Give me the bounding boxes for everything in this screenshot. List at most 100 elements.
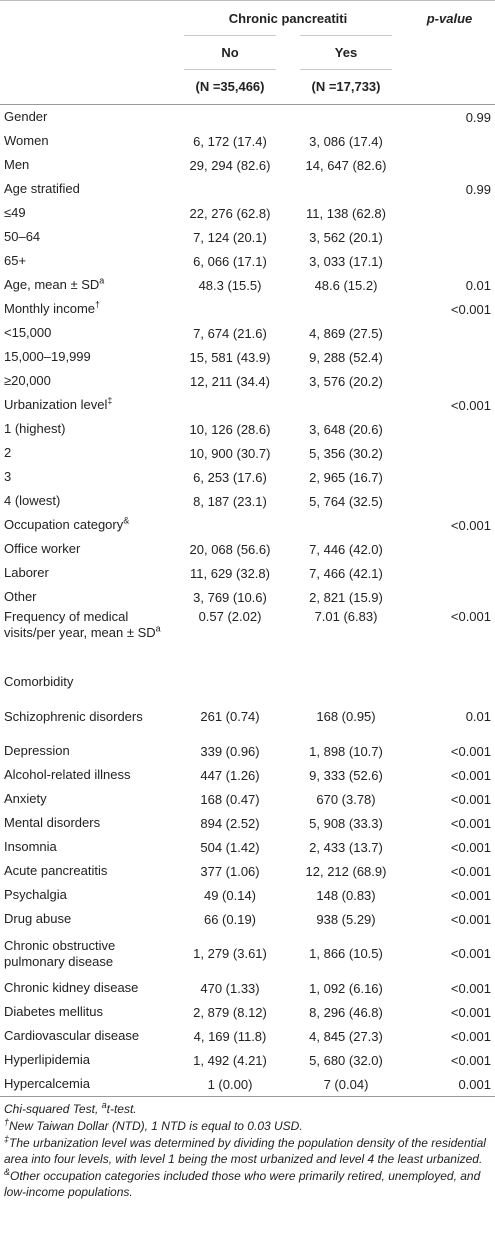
row-label-text: Hypercalcemia: [4, 1076, 90, 1091]
table-row: Laborer 11, 629 (32.8) 7, 466 (42.1): [0, 561, 495, 585]
row-label-text: Laborer: [4, 565, 49, 580]
row-label-text: 50–64: [4, 229, 41, 244]
row-label: 15,000–19,999: [0, 345, 172, 369]
p-value: <0.001: [450, 397, 491, 413]
p-value: <0.001: [450, 743, 491, 759]
no-value: 339 (0.96): [200, 743, 260, 759]
row-label: Gender: [0, 105, 172, 130]
yes-value: 9, 333 (52.6): [309, 767, 383, 783]
no-value: 15, 581 (43.9): [189, 349, 271, 365]
table-row: Acute pancreatitis 377 (1.06) 12, 212 (68.…: [0, 859, 495, 883]
table-row: Hypercalcemia 1 (0.00) 7 (0.04) 0.001: [0, 1072, 495, 1097]
row-label-text: Depression: [4, 743, 70, 758]
footnotes: Chi-squared Test, at-test. †New Taiwan D…: [0, 1097, 495, 1200]
row-label: Alcohol-related illness: [0, 763, 172, 787]
yes-value: 3, 648 (20.6): [309, 421, 383, 437]
p-value: 0.99: [465, 109, 491, 125]
row-label-text: ≥20,000: [4, 373, 51, 388]
row-label-text: Gender: [4, 109, 48, 124]
table-row: Comorbidity: [0, 670, 495, 694]
row-label: Anxiety: [0, 787, 172, 811]
table-row: Alcohol-related illness 447 (1.26) 9, 333 …: [0, 763, 495, 787]
no-value: 377 (1.06): [200, 863, 260, 879]
table-row: Chronic obstructive pulmonary disease 1, …: [0, 931, 495, 976]
yes-value: 5, 680 (32.0): [309, 1052, 383, 1068]
row-label-text: Cardiovascular disease: [4, 1028, 140, 1043]
p-value: [404, 369, 495, 393]
table-row: Anxiety 168 (0.47) 670 (3.78) <0.001: [0, 787, 495, 811]
table-row: Occupation category& <0.001: [0, 513, 495, 537]
yes-value: 168 (0.95): [316, 709, 376, 724]
row-label: 1 (highest): [0, 417, 172, 441]
no-value: 504 (1.42): [200, 839, 260, 855]
row-label: Acute pancreatitis: [0, 859, 172, 883]
row-label-text: Insomnia: [4, 839, 57, 854]
p-value: [404, 585, 495, 609]
yes-value: [288, 513, 404, 537]
row-label-text: Anxiety: [4, 791, 47, 806]
no-value: [172, 177, 288, 201]
table-row: Mental disorders 894 (2.52) 5, 908 (33.3) <…: [0, 811, 495, 835]
yes-value: [288, 393, 404, 417]
p-value: <0.001: [450, 887, 491, 903]
table-row: Psychalgia 49 (0.14) 148 (0.83) <0.001: [0, 883, 495, 907]
yes-value: [288, 177, 404, 201]
row-label: Chronic obstructive pulmonary disease: [0, 931, 172, 976]
no-value: 447 (1.26): [200, 767, 260, 783]
yes-value: [288, 105, 404, 130]
yes-value: 3, 033 (17.1): [309, 253, 383, 269]
table-row: Drug abuse 66 (0.19) 938 (5.29) <0.001: [0, 907, 495, 931]
table-row: Men 29, 294 (82.6) 14, 647 (82.6): [0, 153, 495, 177]
data-table: Chronic pancreatiti p-value No Yes (N =3…: [0, 0, 495, 1097]
table-row: Frequency of medical visits/per year, me…: [0, 609, 495, 670]
row-label: 2: [0, 441, 172, 465]
table-row: Office worker 20, 068 (56.6) 7, 446 (42.0): [0, 537, 495, 561]
no-value: 6, 066 (17.1): [193, 253, 267, 269]
row-label-text: Alcohol-related illness: [4, 767, 131, 782]
table-row: 3 6, 253 (17.6) 2, 965 (16.7): [0, 465, 495, 489]
row-label-text: Diabetes mellitus: [4, 1004, 103, 1019]
row-label: Age, mean ± SDa: [0, 273, 172, 297]
no-value: 0.57 (2.02): [198, 609, 262, 624]
p-value: [404, 670, 495, 694]
yes-value: 148 (0.83): [316, 887, 376, 903]
p-value: <0.001: [450, 980, 491, 996]
row-label-text: Men: [4, 157, 30, 172]
row-label-text: Chronic obstructive pulmonary disease: [4, 937, 116, 969]
no-value: 10, 126 (28.6): [189, 421, 271, 437]
row-label: Chronic kidney disease: [0, 976, 172, 1000]
row-label-footnote-mark: a: [155, 623, 161, 634]
table-row: Women 6, 172 (17.4) 3, 086 (17.4): [0, 129, 495, 153]
p-value: [404, 249, 495, 273]
yes-value: 9, 288 (52.4): [309, 349, 383, 365]
yes-value: 11, 138 (62.8): [306, 205, 386, 221]
no-value: 894 (2.52): [200, 815, 260, 831]
yes-value: 7, 466 (42.1): [309, 565, 383, 581]
no-value: 20, 068 (56.6): [189, 541, 271, 557]
p-value: [404, 153, 495, 177]
table-row: 15,000–19,999 15, 581 (43.9) 9, 288 (52.4): [0, 345, 495, 369]
row-label: Drug abuse: [0, 907, 172, 931]
no-value: 66 (0.19): [203, 911, 257, 927]
row-label: Hypercalcemia: [0, 1072, 172, 1097]
row-label-text: Chronic kidney disease: [4, 980, 139, 995]
group-header: Chronic pancreatiti: [172, 0, 404, 35]
p-value: [404, 225, 495, 249]
no-value: 1, 279 (3.61): [193, 946, 267, 961]
row-label: Diabetes mellitus: [0, 1000, 172, 1024]
p-value: [404, 537, 495, 561]
row-label: Men: [0, 153, 172, 177]
no-value: 7, 124 (20.1): [193, 229, 267, 245]
row-label: Comorbidity: [0, 670, 172, 694]
row-label: Hyperlipidemia: [0, 1048, 172, 1072]
row-label: Mental disorders: [0, 811, 172, 835]
p-value: <0.001: [450, 946, 491, 961]
p-value: [404, 417, 495, 441]
table-row: Diabetes mellitus 2, 879 (8.12) 8, 296 (46…: [0, 1000, 495, 1024]
row-label-text: Office worker: [4, 541, 81, 556]
p-value: <0.001: [450, 1004, 491, 1020]
row-label-text: 15,000–19,999: [4, 349, 91, 364]
p-value: [404, 561, 495, 585]
table-row: Age, mean ± SDa 48.3 (15.5) 48.6 (15.2) 0.0…: [0, 273, 495, 297]
no-value: 1 (0.00): [172, 1072, 288, 1097]
